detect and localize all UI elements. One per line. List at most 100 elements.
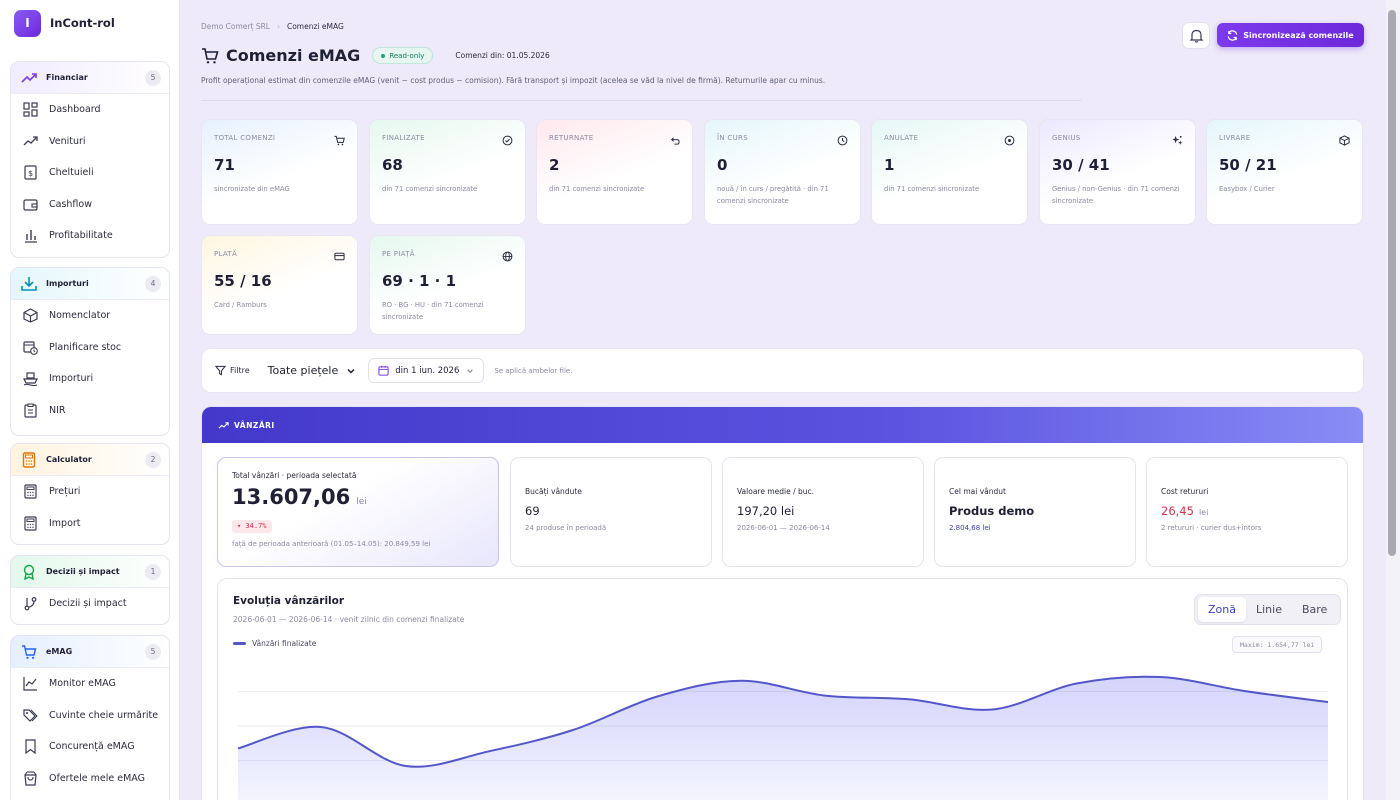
globe-icon bbox=[502, 251, 513, 262]
stat-desc: din 71 comenzi sincronizate bbox=[549, 185, 645, 193]
nav-group-header-importuri[interactable]: Importuri 4 bbox=[11, 268, 169, 300]
sync-orders-button[interactable]: Sincronizează comenzile bbox=[1217, 23, 1364, 47]
stat-desc: nouă / în curs / pregătită · din 71 come… bbox=[717, 185, 829, 205]
bookmark-icon bbox=[21, 738, 39, 756]
sidebar-item-nomenclator[interactable]: Nomenclator bbox=[11, 300, 169, 332]
stat-desc: Card / Ramburs bbox=[214, 301, 267, 309]
shopping-bag-icon bbox=[21, 769, 39, 787]
chart-point[interactable] bbox=[1238, 685, 1250, 697]
nav-group-count: 4 bbox=[145, 275, 161, 292]
sidebar: I InCont-rol Financiar 5 Dashboard Venit… bbox=[0, 0, 180, 800]
sidebar-item-label: Prețuri bbox=[49, 486, 81, 498]
stat-label: ÎN CURS bbox=[717, 134, 748, 142]
main-content: Demo Comerț SRL › Comenzi eMAG Comenzi e… bbox=[181, 0, 1385, 800]
breadcrumb-item-company[interactable]: Demo Comerț SRL bbox=[201, 22, 270, 31]
chart-point[interactable] bbox=[567, 724, 579, 736]
refresh-icon bbox=[1227, 29, 1243, 41]
award-icon bbox=[19, 562, 39, 582]
nav-group-decizii: Decizii și impact 1 Decizii și impact bbox=[10, 555, 170, 625]
badge-label: Read-only bbox=[389, 51, 425, 60]
date-range-picker[interactable]: din 1 iun. 2026 bbox=[368, 358, 485, 383]
dashboard-icon bbox=[21, 101, 39, 119]
chart-point[interactable] bbox=[1154, 671, 1166, 683]
stat-value: 55 / 16 bbox=[214, 272, 272, 290]
sidebar-item-nir[interactable]: NIR bbox=[11, 395, 169, 427]
sidebar-item-cuvinte-cheie[interactable]: Cuvinte cheie urmărite bbox=[11, 700, 169, 732]
check-circle-icon bbox=[502, 135, 513, 146]
receipt-dollar-icon: $ bbox=[21, 164, 39, 182]
sidebar-item-dashboard[interactable]: Dashboard bbox=[11, 94, 169, 126]
stat-card-anulate: ANULATE 1 din 71 comenzi sincronizate bbox=[871, 119, 1028, 225]
brand[interactable]: I InCont-rol bbox=[0, 0, 179, 46]
chart-point[interactable] bbox=[987, 703, 999, 715]
legend-swatch bbox=[233, 642, 246, 645]
scrollbar-thumb[interactable] bbox=[1388, 10, 1396, 556]
kpi-sub: 2 retururi · curier dus+întors bbox=[1161, 524, 1262, 532]
stat-value: 30 / 41 bbox=[1052, 156, 1110, 174]
sidebar-item-label: Cheltuieli bbox=[49, 167, 94, 179]
stat-desc: RO · BG · HU · din 71 comenzi sincroniza… bbox=[382, 301, 484, 321]
box-icon bbox=[21, 307, 39, 325]
chart-point[interactable] bbox=[1070, 678, 1082, 690]
bell-icon bbox=[1189, 28, 1204, 43]
nav-group-header-emag[interactable]: eMAG 5 bbox=[11, 636, 169, 668]
package-icon bbox=[1339, 135, 1350, 146]
stat-card-returnate: RETURNATE 2 din 71 comenzi sincronizate bbox=[536, 119, 693, 225]
divider bbox=[201, 100, 1081, 101]
stat-card-pe-piata: PE PIAȚĂ 69 · 1 · 1 RO · BG · HU · din 7… bbox=[369, 235, 526, 335]
chart-legend: Vânzări finalizate bbox=[233, 639, 316, 648]
chart-point[interactable] bbox=[400, 760, 412, 772]
stat-card-total-comenzi: TOTAL COMENZI 71 sincronizate din eMAG bbox=[201, 119, 358, 225]
kpi-valoare-medie: Valoare medie / buc. 197,20 lei 2026-06-… bbox=[722, 457, 924, 567]
sidebar-item-preturi[interactable]: Prețuri bbox=[11, 476, 169, 508]
chart-point[interactable] bbox=[735, 675, 747, 687]
sidebar-item-cheltuieli[interactable]: $ Cheltuieli bbox=[11, 157, 169, 189]
sidebar-item-monitor-emag[interactable]: Monitor eMAG bbox=[11, 668, 169, 700]
page-subtitle: Profit operațional estimat din comenzile… bbox=[201, 76, 826, 85]
market-select[interactable]: Toate piețele bbox=[268, 364, 357, 377]
notifications-button[interactable] bbox=[1182, 22, 1210, 49]
sidebar-item-label: Cuvinte cheie urmărite bbox=[49, 709, 159, 721]
sidebar-item-concurenta-emag[interactable]: Concurență eMAG bbox=[11, 731, 169, 763]
sidebar-item-label: Concurență eMAG bbox=[49, 741, 135, 753]
nav-group-label: eMAG bbox=[46, 647, 73, 656]
chart-mode-toggle: Zonă Linie Bare bbox=[1194, 594, 1342, 625]
sidebar-item-ofertele-mele[interactable]: Ofertele mele eMAG bbox=[11, 763, 169, 795]
chart-point[interactable] bbox=[903, 693, 915, 705]
chart-mode-area[interactable]: Zonă bbox=[1198, 597, 1246, 622]
nav-group-header-calculator[interactable]: Calculator 2 bbox=[11, 444, 169, 476]
sidebar-item-label: Importuri bbox=[49, 373, 94, 385]
chart-max-label: Maxim: 1.654,77 lei bbox=[1232, 636, 1323, 653]
kpi-label: Cost retururi bbox=[1161, 487, 1209, 496]
sales-area-chart bbox=[238, 671, 1328, 800]
sidebar-item-importuri[interactable]: Importuri bbox=[11, 363, 169, 395]
delta-badge: ▾ 34.7% bbox=[232, 519, 272, 533]
sidebar-item-venituri[interactable]: Venituri bbox=[11, 126, 169, 158]
sidebar-item-profitabilitate[interactable]: Profitabilitate bbox=[11, 220, 169, 252]
nav-group-count: 1 bbox=[145, 563, 161, 580]
filters-text: Filtre bbox=[230, 366, 250, 375]
wallet-icon bbox=[21, 195, 39, 213]
chart-point[interactable] bbox=[484, 745, 496, 757]
chart-point[interactable] bbox=[651, 691, 663, 703]
sales-section: VÂNZĂRI Total vânzări · perioada selecta… bbox=[201, 406, 1364, 800]
chart-point[interactable] bbox=[316, 721, 328, 733]
chart-mode-line[interactable]: Linie bbox=[1255, 603, 1282, 616]
sidebar-item-decizii-si-impact[interactable]: Decizii și impact bbox=[11, 588, 169, 620]
filter-bar: Filtre Toate piețele din 1 iun. 2026 Se … bbox=[201, 348, 1364, 393]
sidebar-item-planificare-stoc[interactable]: Planificare stoc bbox=[11, 332, 169, 364]
sidebar-item-cashflow[interactable]: Cashflow bbox=[11, 189, 169, 221]
kpi-sub: 2026-06-01 — 2026-06-14 bbox=[737, 524, 830, 532]
svg-text:$: $ bbox=[27, 169, 32, 178]
tags-icon bbox=[21, 706, 39, 724]
stat-value: 1 bbox=[884, 156, 895, 174]
chart-mode-bars[interactable]: Bare bbox=[1301, 603, 1328, 616]
sidebar-item-import-calculator[interactable]: Import bbox=[11, 508, 169, 540]
nav-group-header-decizii[interactable]: Decizii și impact 1 bbox=[11, 556, 169, 588]
nav-group-header-financiar[interactable]: Financiar 5 bbox=[11, 62, 169, 94]
chart-point[interactable] bbox=[819, 690, 831, 702]
nav-group-calculator: Calculator 2 Prețuri Import bbox=[10, 443, 170, 545]
kpi-cel-mai-vandut: Cel mai vândut Produs demo 2.804,68 lei bbox=[934, 457, 1136, 567]
chevron-down-icon bbox=[466, 367, 474, 375]
nav-group-label: Importuri bbox=[46, 279, 89, 288]
